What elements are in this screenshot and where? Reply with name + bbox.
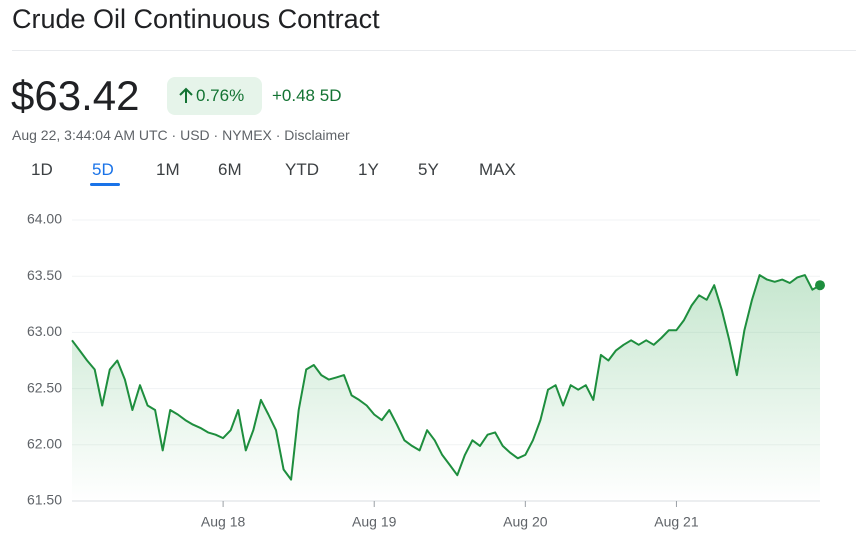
range-tab[interactable]: YTD	[285, 160, 319, 179]
range-tab[interactable]: 1Y	[358, 160, 379, 179]
range-tab[interactable]: 5D	[92, 160, 114, 179]
range-tab[interactable]: 1D	[31, 160, 53, 179]
area	[72, 275, 820, 501]
divider	[12, 50, 856, 51]
y-tick-label: 62.00	[27, 436, 62, 452]
y-tick-label: 62.50	[27, 379, 62, 395]
meta: Aug 22, 3:44:04 AM UTC · USD · NYMEX · D…	[12, 127, 350, 143]
range-tab[interactable]: 6M	[218, 160, 242, 179]
change-period: +0.48 5D	[272, 86, 342, 105]
range-tab[interactable]: MAX	[479, 160, 516, 179]
y-tick-label: 63.00	[27, 323, 62, 339]
tab-underline	[90, 183, 120, 186]
x-tick-label: Aug 20	[503, 514, 548, 530]
x-tick-label: Aug 21	[654, 514, 699, 530]
y-tick-label: 61.50	[27, 492, 62, 508]
y-tick-label: 64.00	[27, 211, 62, 227]
title: Crude Oil Continuous Contract	[12, 4, 380, 34]
x-tick-label: Aug 18	[201, 514, 246, 530]
x-tick-label: Aug 19	[352, 514, 397, 530]
change-percent: 0.76%	[196, 86, 245, 105]
range-tab[interactable]: 1M	[156, 160, 180, 179]
change-badge: 0.76%	[167, 77, 262, 115]
up-arrow	[179, 87, 193, 103]
range-tab[interactable]: 5Y	[418, 160, 439, 179]
y-tick-label: 63.50	[27, 267, 62, 283]
price-line	[71, 274, 821, 481]
price: $63.42	[11, 72, 140, 119]
last-point	[815, 280, 825, 291]
